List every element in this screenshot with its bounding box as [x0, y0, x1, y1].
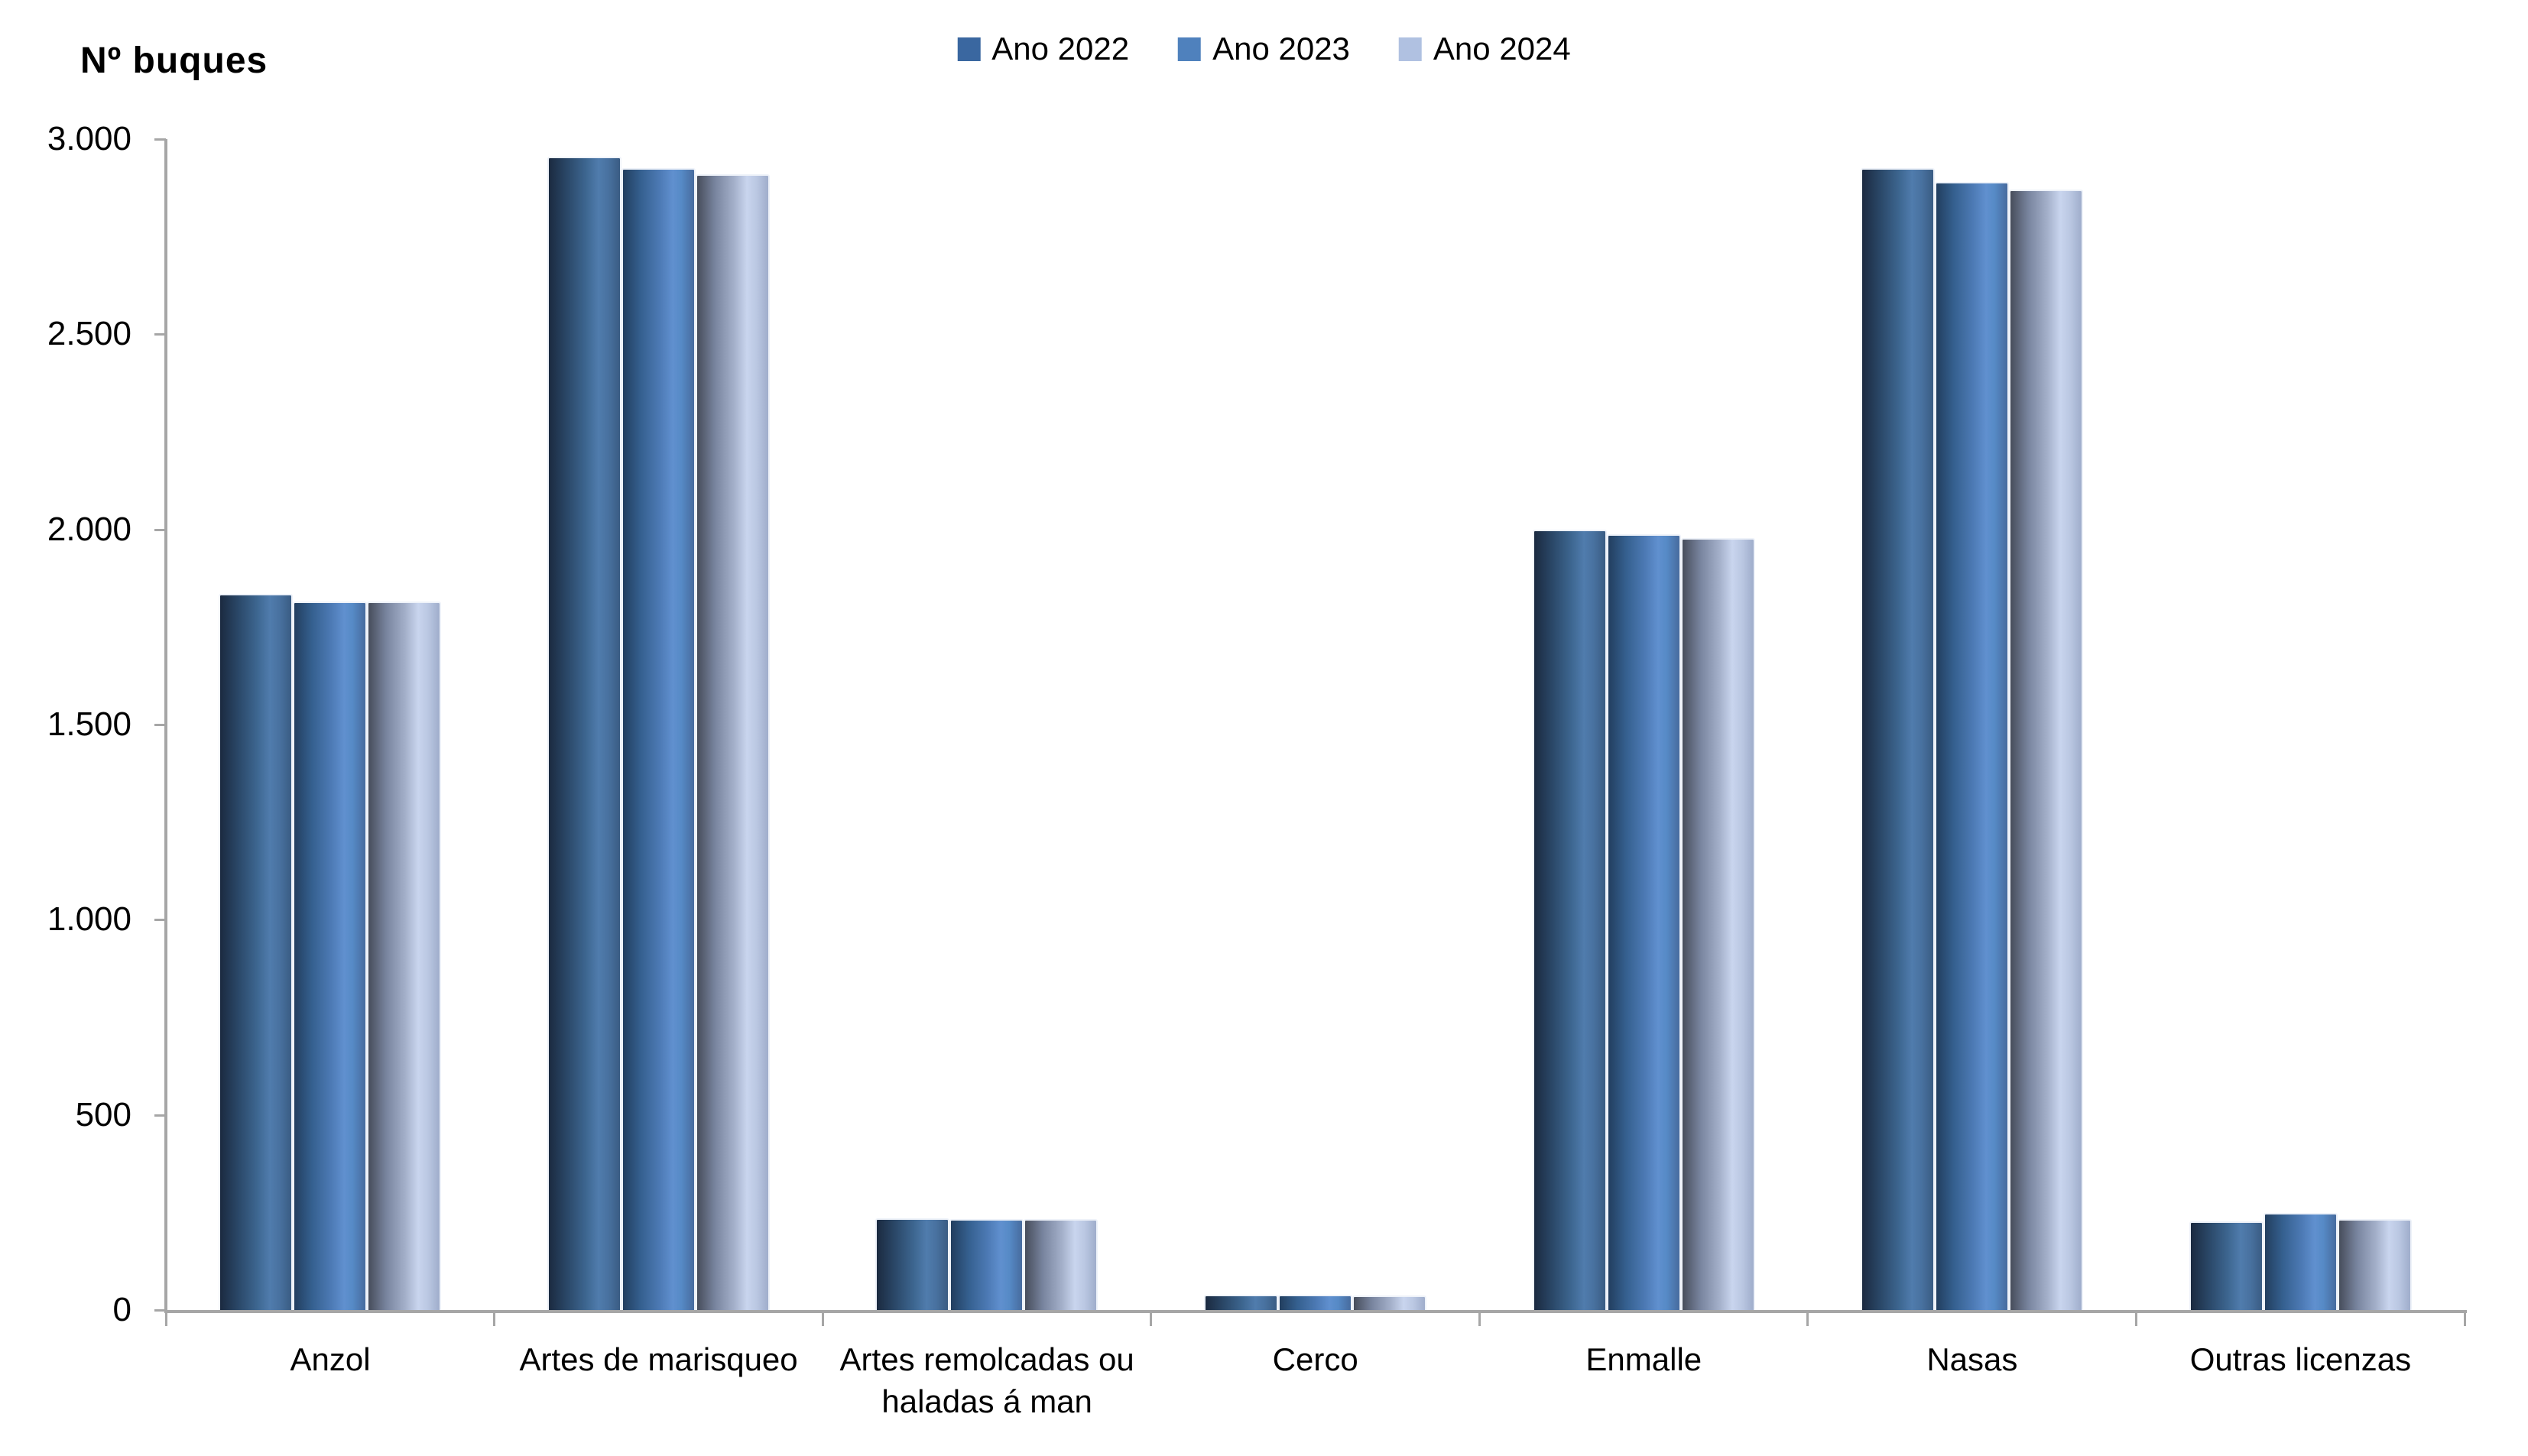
bar-group-2	[495, 157, 823, 1310]
y-axis-tick-label: 1.500	[47, 705, 131, 743]
bar	[1606, 534, 1681, 1310]
legend-swatch-icon	[1178, 37, 1202, 61]
bar	[2263, 1213, 2338, 1310]
y-axis-tick	[154, 919, 166, 922]
bar	[1203, 1295, 1278, 1310]
bar-group-5	[1479, 530, 1808, 1310]
x-axis-category-label: Enmalle	[1585, 1341, 1702, 1377]
y-axis-tick-label: 1.000	[47, 900, 131, 939]
x-axis-tick	[1806, 1313, 1809, 1326]
bar	[1935, 182, 2010, 1310]
legend-item-ano-2024: Ano 2024	[1398, 31, 1571, 67]
x-axis-category-label: Cerco	[1272, 1341, 1358, 1377]
x-axis-tick	[1150, 1313, 1153, 1326]
y-axis-tick-label: 2.000	[47, 510, 131, 548]
y-axis-line	[164, 139, 167, 1312]
y-axis-tick	[154, 333, 166, 336]
bar	[1680, 538, 1755, 1310]
bar	[293, 602, 368, 1310]
bar	[547, 157, 621, 1310]
x-axis-category-label: Anzol	[290, 1341, 371, 1377]
x-axis-line	[164, 1310, 2467, 1313]
legend-label: Ano 2023	[1212, 31, 1350, 66]
bar-group-1	[166, 594, 495, 1310]
x-axis-category-label: Outras licenzas	[2189, 1341, 2412, 1377]
bar-group-4	[1151, 1295, 1480, 1310]
x-axis-category-label: Artes remolcadas ou haladas á man	[839, 1341, 1134, 1419]
y-axis-tick	[154, 724, 166, 726]
x-axis-tick	[821, 1313, 824, 1326]
bar	[1024, 1219, 1098, 1310]
bar	[695, 174, 770, 1310]
y-axis-tick-label: 0	[112, 1291, 131, 1328]
x-axis-category-label: Nasas	[1926, 1341, 2018, 1377]
legend-swatch-icon	[957, 37, 981, 61]
bar	[2009, 190, 2084, 1310]
legend-item-ano-2022: Ano 2022	[957, 31, 1129, 67]
x-axis-tick	[2134, 1313, 2137, 1326]
bar	[1861, 168, 1936, 1310]
bar-group-6	[1808, 168, 2137, 1310]
legend-label: Ano 2024	[1433, 31, 1571, 66]
bar-group-7	[2136, 1213, 2465, 1310]
bar	[2189, 1221, 2264, 1310]
bar-group-3	[823, 1218, 1151, 1310]
bar	[219, 594, 294, 1310]
y-axis-tick	[154, 1309, 166, 1312]
chart-title: Nº buques	[80, 41, 268, 81]
legend-label: Ano 2022	[991, 31, 1130, 66]
x-axis-tick	[2463, 1313, 2466, 1326]
bar	[367, 602, 442, 1310]
y-axis-tick	[154, 1114, 166, 1117]
bar	[1277, 1295, 1352, 1310]
bar	[1532, 530, 1607, 1310]
legend-item-ano-2023: Ano 2023	[1178, 31, 1350, 67]
bar	[949, 1219, 1024, 1310]
y-axis-tick-label: 3.000	[47, 120, 131, 157]
bar	[621, 168, 696, 1310]
y-axis-tick-label: 500	[75, 1095, 131, 1133]
y-axis-tick	[154, 138, 166, 141]
bar	[2337, 1219, 2412, 1310]
x-axis-tick	[164, 1313, 167, 1326]
bar	[875, 1218, 950, 1310]
y-axis-tick-label: 2.500	[47, 315, 131, 353]
x-axis-category-label: Artes de marisqueo	[519, 1341, 798, 1377]
legend: Ano 2022 Ano 2023 Ano 2024	[957, 31, 1571, 67]
bar	[1352, 1295, 1426, 1310]
legend-swatch-icon	[1398, 37, 1422, 61]
x-axis-tick	[493, 1313, 496, 1326]
y-axis-tick	[154, 528, 166, 531]
x-axis-tick	[1478, 1313, 1481, 1326]
